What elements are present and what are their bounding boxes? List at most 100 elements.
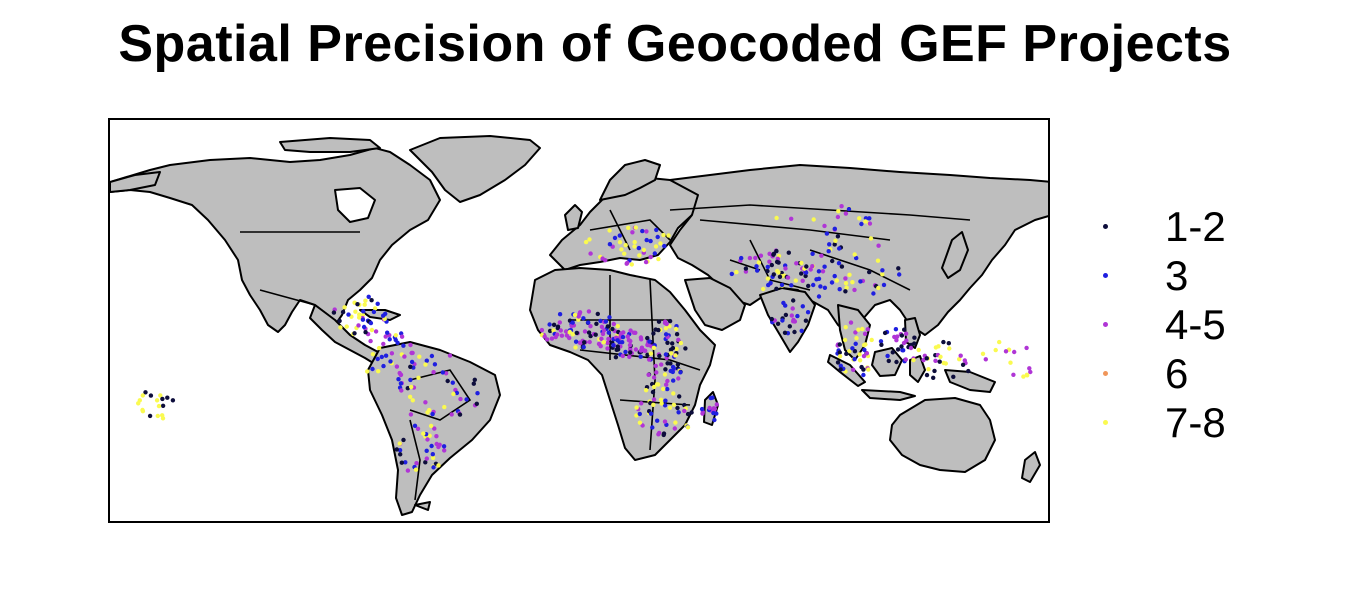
land-masses [110,135,1048,516]
project-point [682,402,687,408]
project-point [765,276,771,281]
project-point [916,347,921,353]
project-point [582,329,588,334]
project-point [771,251,777,256]
project-point [431,370,436,375]
project-point [577,310,583,315]
project-point [399,388,404,393]
legend-label-6: 6 [1165,350,1189,397]
project-point [450,380,455,385]
project-point [667,318,673,324]
project-point [837,287,842,292]
project-point [839,204,844,209]
project-point [670,345,676,351]
project-point [776,270,781,275]
project-point [739,255,744,261]
project-point [443,371,449,376]
project-point [799,260,804,266]
project-point [818,284,823,289]
project-point [673,326,679,332]
project-point [628,328,633,333]
project-point [857,352,862,357]
project-point [425,437,430,442]
project-point [628,350,633,355]
project-point [1028,369,1033,375]
project-point [615,338,620,343]
project-point [674,332,680,337]
project-point [1011,372,1016,377]
project-point [394,364,400,369]
project-point [837,350,842,355]
project-point [607,315,612,320]
project-point [678,370,683,375]
project-point [147,413,153,419]
project-point [375,356,380,362]
project-point [423,362,428,367]
project-point [373,329,379,334]
project-point [588,324,593,329]
project-point [832,226,837,231]
legend-dot-7-8 [1103,420,1108,425]
project-point [847,349,852,354]
project-point [867,216,872,221]
project-point [148,393,154,398]
project-point [405,386,410,391]
project-point [890,350,895,355]
project-point [363,330,368,335]
project-point [474,401,479,406]
project-point [639,337,644,342]
legend-label-7-8: 7-8 [1165,399,1226,446]
asia-borders-4 [729,259,761,271]
project-point [539,327,545,333]
project-point [997,339,1002,345]
project-point [875,258,881,263]
project-point [398,381,404,386]
project-point [398,452,403,457]
project-point [586,309,592,314]
project-point [623,349,628,355]
project-point [832,242,837,247]
project-point [951,374,956,379]
project-point [408,412,414,417]
project-point [361,309,366,314]
project-point [678,340,684,346]
project-point [647,357,652,362]
project-point [401,343,406,348]
project-point [822,264,827,269]
project-point [413,467,419,472]
project-point [559,333,565,338]
project-point [576,314,581,319]
project-point [424,358,429,363]
project-point [668,368,673,374]
project-point [620,334,626,340]
project-point [677,394,682,399]
project-point [783,266,788,271]
project-point [381,341,386,347]
project-point [457,412,463,417]
project-point [143,390,148,395]
project-point [379,354,384,360]
project-point [859,364,864,370]
project-point [598,344,603,349]
project-point [654,227,659,233]
project-point [895,347,901,352]
project-point [800,278,805,283]
project-point [672,426,677,431]
project-point [669,351,674,356]
greenland [409,135,541,203]
project-point [603,319,609,324]
project-point [397,448,403,453]
project-point [846,206,852,212]
project-point [857,358,863,363]
project-point [651,397,657,402]
project-point [563,329,569,334]
project-point [895,334,900,339]
project-point [810,264,815,269]
project-point [820,269,826,274]
project-point [1021,374,1026,379]
project-point [567,329,572,335]
project-point [793,278,798,283]
project-point [160,413,165,418]
project-point [587,339,592,345]
project-point [811,282,816,288]
